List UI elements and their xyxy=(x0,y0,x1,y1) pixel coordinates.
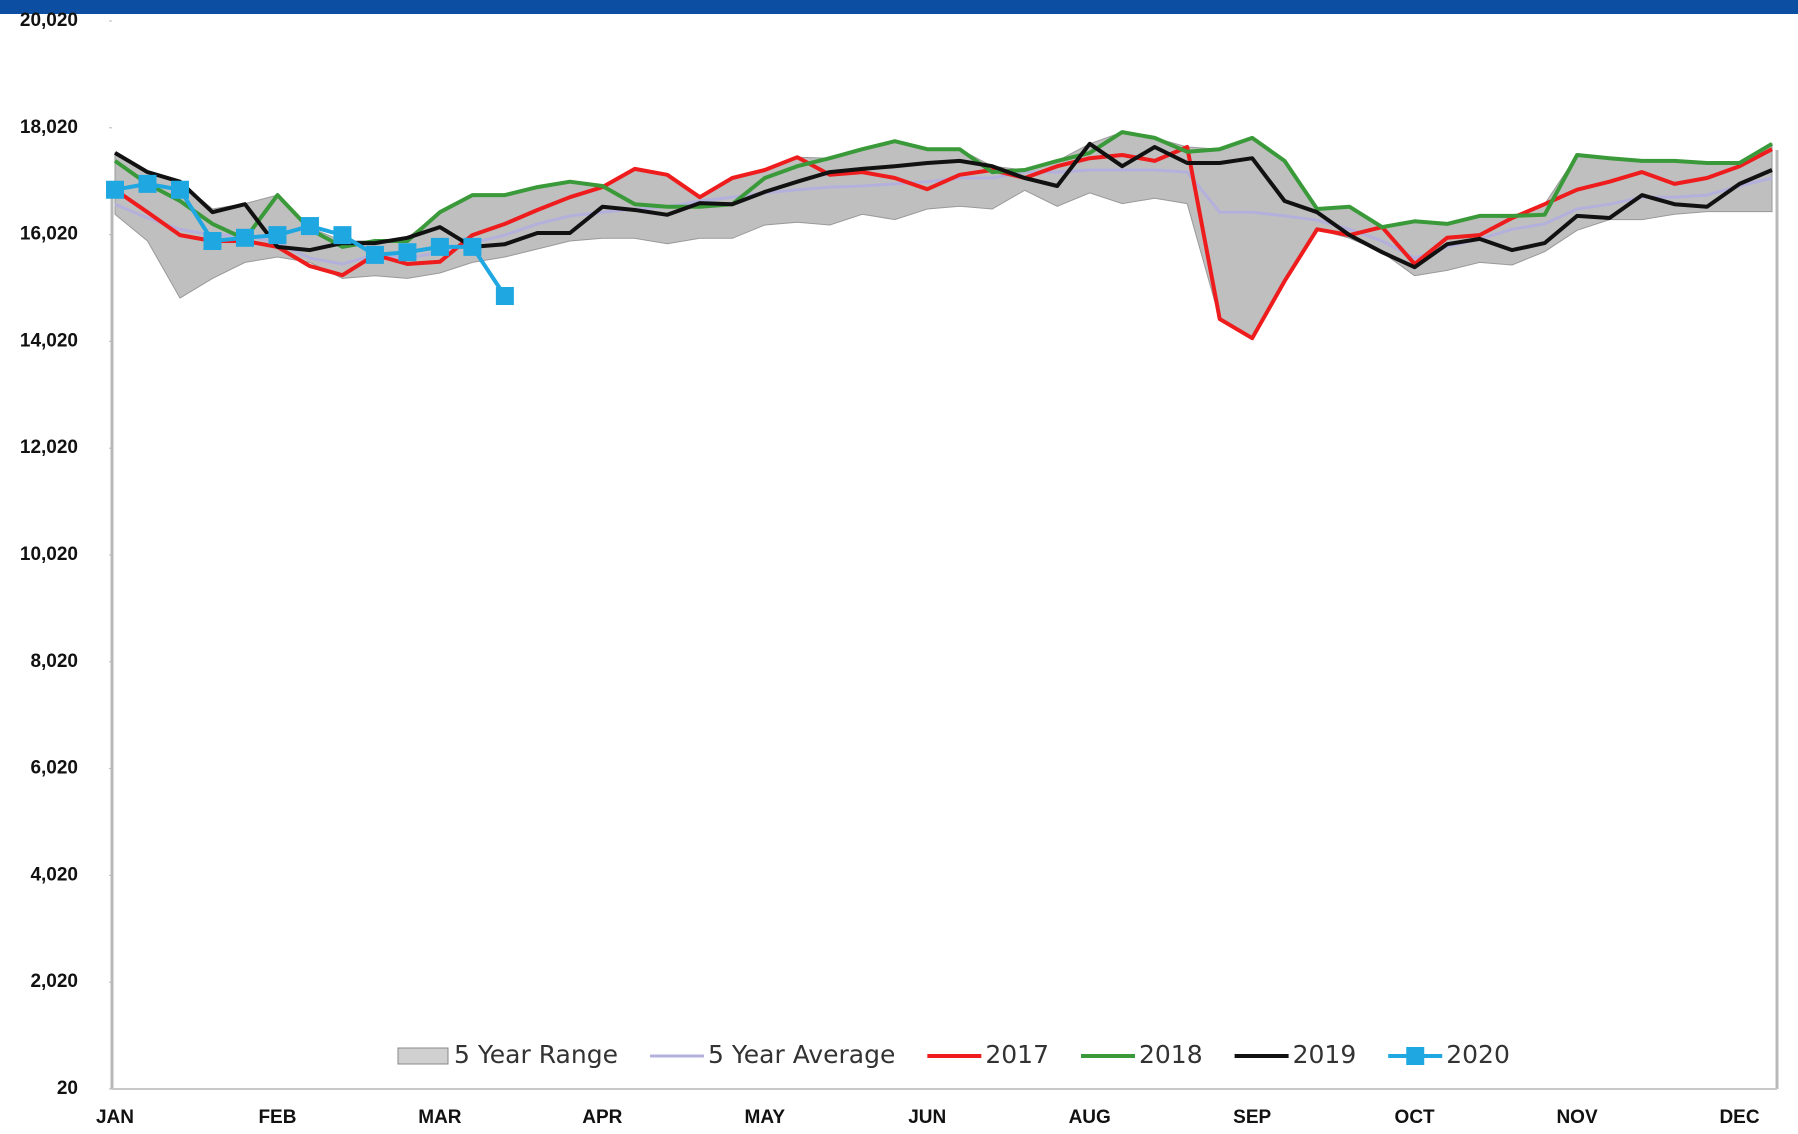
y-tick-label: 12,020 xyxy=(20,437,78,458)
y-tick-label: 10,020 xyxy=(20,544,78,565)
marker xyxy=(463,237,482,256)
marker xyxy=(170,180,189,199)
marker xyxy=(430,237,449,256)
marker xyxy=(106,180,124,199)
legend-swatch xyxy=(397,1047,449,1065)
series-line xyxy=(113,141,1773,270)
y-tick-label: 2,020 xyxy=(30,971,78,992)
x-tick-label: APR xyxy=(582,1107,622,1128)
marker xyxy=(268,226,287,245)
x-tick-label: OCT xyxy=(1395,1107,1436,1128)
x-tick-label: SEP xyxy=(1233,1107,1271,1128)
y-tick-label: 14,020 xyxy=(20,330,78,351)
marker xyxy=(300,217,319,236)
x-tick-label: DEC xyxy=(1719,1107,1759,1128)
legend-marker xyxy=(1406,1047,1425,1065)
legend-label: 2019 xyxy=(1293,1040,1357,1069)
x-tick-label: MAY xyxy=(745,1107,786,1128)
marker xyxy=(333,226,352,245)
y-tick-label: 6,020 xyxy=(30,758,78,779)
y-tick-label: 16,020 xyxy=(20,224,78,245)
x-tick-label: JAN xyxy=(96,1107,134,1128)
y-tick-label: 20 xyxy=(57,1078,78,1099)
legend-label: 2017 xyxy=(985,1040,1049,1069)
y-tick-label: 18,020 xyxy=(20,117,78,138)
y-tick-label: 4,020 xyxy=(30,864,78,885)
series-line xyxy=(113,145,1773,341)
x-tick-label: AUG xyxy=(1069,1107,1111,1128)
legend-label: 5 Year Average xyxy=(708,1040,895,1069)
legend-label: 2018 xyxy=(1139,1040,1203,1069)
marker xyxy=(495,287,514,306)
legend-label: 5 Year Range xyxy=(454,1040,618,1069)
marker xyxy=(138,174,157,193)
y-tick-label: 20,020 xyxy=(20,10,78,31)
x-tick-label: NOV xyxy=(1556,1107,1598,1128)
marker xyxy=(398,243,417,262)
marker xyxy=(365,245,384,264)
marker xyxy=(203,232,222,251)
legend-label: 2020 xyxy=(1446,1040,1510,1069)
header-bar xyxy=(0,0,1798,14)
marker xyxy=(235,228,254,247)
x-tick-label: JUN xyxy=(908,1107,946,1128)
x-tick-label: FEB xyxy=(258,1107,296,1128)
x-tick-label: MAR xyxy=(418,1107,462,1128)
y-tick-label: 8,020 xyxy=(30,651,78,672)
